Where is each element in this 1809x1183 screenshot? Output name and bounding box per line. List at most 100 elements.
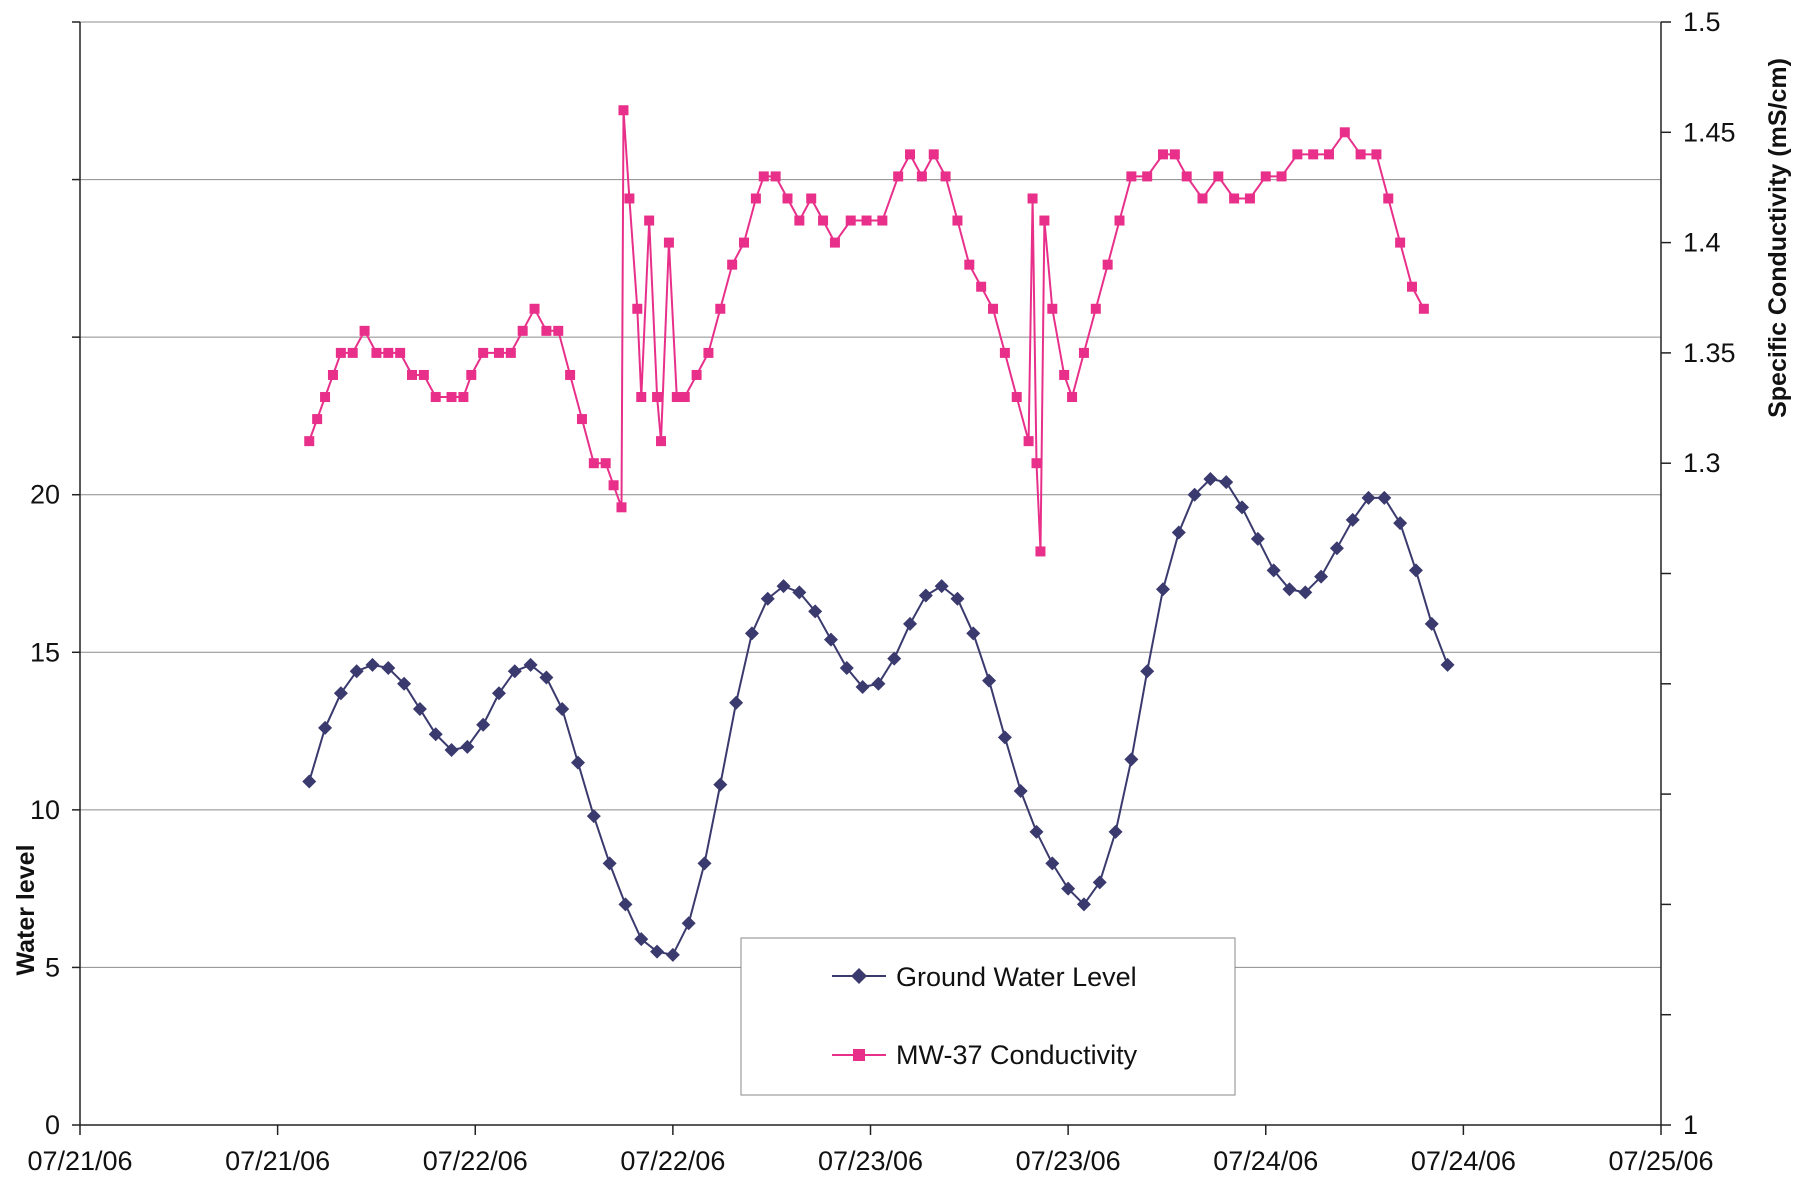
data-point-square xyxy=(632,303,643,314)
data-point-diamond xyxy=(460,739,475,754)
data-point-diamond xyxy=(823,632,838,647)
right-axis-title: Specific Conductivity (mS/cm) xyxy=(1764,58,1792,418)
data-point-diamond xyxy=(349,664,364,679)
data-point-square xyxy=(964,259,975,270)
data-point-diamond xyxy=(744,626,759,641)
data-point-diamond xyxy=(1329,541,1344,556)
data-point-diamond xyxy=(650,944,665,959)
right-tick-label: 1.4 xyxy=(1683,228,1721,258)
data-point-square xyxy=(1059,369,1070,380)
data-point-square xyxy=(1229,193,1240,204)
x-tick-label: 07/24/06 xyxy=(1213,1146,1318,1176)
x-tick-label: 07/25/06 xyxy=(1608,1146,1713,1176)
data-point-diamond xyxy=(618,897,633,912)
data-point-square xyxy=(1197,193,1208,204)
data-point-diamond xyxy=(855,679,870,694)
data-point-square xyxy=(794,215,805,226)
data-point-square xyxy=(304,436,315,447)
data-point-diamond xyxy=(839,661,854,676)
data-point-square xyxy=(861,215,872,226)
legend-marker-diamond xyxy=(851,968,867,984)
data-point-diamond xyxy=(1345,512,1360,527)
legend-box xyxy=(740,937,1236,1096)
data-point-square xyxy=(312,414,323,425)
data-point-diamond xyxy=(1298,585,1313,600)
data-point-diamond xyxy=(1155,582,1170,597)
data-point-square xyxy=(1102,259,1113,270)
right-tick-label: 1 xyxy=(1683,1110,1698,1140)
data-point-square xyxy=(916,171,927,182)
data-point-diamond xyxy=(476,717,491,732)
data-point-diamond xyxy=(1250,531,1265,546)
x-tick-label: 07/22/06 xyxy=(620,1146,725,1176)
x-tick-label: 07/23/06 xyxy=(1016,1146,1121,1176)
data-point-diamond xyxy=(1061,881,1076,896)
data-point-square xyxy=(703,347,714,358)
data-point-square xyxy=(1142,171,1153,182)
data-point-square xyxy=(347,347,358,358)
x-tick-label: 07/22/06 xyxy=(423,1146,528,1176)
data-point-diamond xyxy=(665,947,680,962)
data-point-square xyxy=(327,369,338,380)
data-point-diamond xyxy=(428,727,443,742)
data-point-square xyxy=(818,215,829,226)
data-point-square xyxy=(335,347,346,358)
data-point-diamond xyxy=(412,702,427,717)
data-point-diamond xyxy=(381,661,396,676)
data-point-square xyxy=(656,436,667,447)
data-point-diamond xyxy=(1266,563,1281,578)
data-point-diamond xyxy=(1029,824,1044,839)
data-point-diamond xyxy=(507,664,522,679)
data-point-square xyxy=(446,392,457,403)
data-point-square xyxy=(1213,171,1224,182)
data-point-square xyxy=(845,215,856,226)
data-point-square xyxy=(466,369,477,380)
data-point-square xyxy=(691,369,702,380)
legend-label-conductivity: MW-37 Conductivity xyxy=(896,1040,1138,1070)
right-tick-label: 1.35 xyxy=(1683,338,1736,368)
data-point-square xyxy=(553,325,564,336)
data-point-square xyxy=(952,215,963,226)
data-point-diamond xyxy=(1408,563,1423,578)
x-tick-label: 07/21/06 xyxy=(225,1146,330,1176)
data-point-diamond xyxy=(792,585,807,600)
data-point-diamond xyxy=(997,730,1012,745)
data-point-square xyxy=(1114,215,1125,226)
data-point-square xyxy=(1035,546,1046,557)
axes: 0 5 10 15 20 1 1.3 1.35 1.4 1.45 1.5 07/21/06 07/21/… xyxy=(27,7,1735,1176)
data-point-square xyxy=(940,171,951,182)
data-point-square xyxy=(359,325,370,336)
data-point-square xyxy=(1023,436,1034,447)
data-point-diamond xyxy=(333,686,348,701)
data-point-square xyxy=(782,193,793,204)
data-point-diamond xyxy=(776,579,791,594)
right-tick-label: 1.3 xyxy=(1683,448,1721,478)
data-point-square xyxy=(999,347,1010,358)
data-point-diamond xyxy=(871,676,886,691)
data-point-diamond xyxy=(760,591,775,606)
data-point-diamond xyxy=(1219,475,1234,490)
left-tick-label: 5 xyxy=(45,952,60,982)
data-point-diamond xyxy=(555,702,570,717)
data-point-square xyxy=(371,347,382,358)
data-point-square xyxy=(320,392,331,403)
data-point-square xyxy=(905,149,916,160)
data-point-diamond xyxy=(1092,875,1107,890)
data-point-square xyxy=(671,392,682,403)
x-tick-label: 07/23/06 xyxy=(818,1146,923,1176)
series-mw37-conductivity xyxy=(304,105,1429,557)
legend-label-ground-water: Ground Water Level xyxy=(896,962,1137,992)
data-point-square xyxy=(758,171,769,182)
left-tick-label: 10 xyxy=(30,795,60,825)
data-point-diamond xyxy=(302,774,317,789)
data-point-diamond xyxy=(1424,616,1439,631)
data-point-square xyxy=(1276,171,1287,182)
data-point-square xyxy=(541,325,552,336)
data-point-square xyxy=(1181,171,1192,182)
data-point-square xyxy=(529,303,540,314)
x-tick-label: 07/21/06 xyxy=(27,1146,132,1176)
data-point-square xyxy=(652,392,663,403)
left-tick-label: 15 xyxy=(30,637,60,667)
data-point-diamond xyxy=(1393,516,1408,531)
series-ground-water-level xyxy=(302,471,1455,962)
